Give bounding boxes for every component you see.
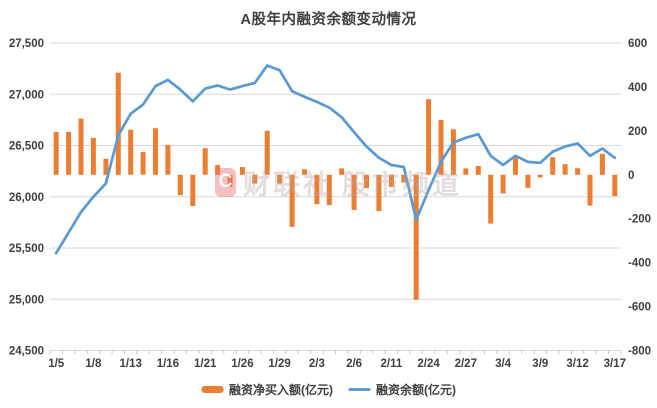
x-axis-label: 1/21	[194, 358, 217, 370]
net-buy-bars	[53, 72, 618, 300]
x-axis-label: 2/3	[309, 358, 325, 370]
y-axis-right-labels: 600 400 200 0 -200 -400 -600 -800	[628, 38, 651, 358]
net-buy-bar	[103, 158, 109, 175]
net-buy-bar	[277, 174, 283, 184]
net-buy-bar	[351, 174, 357, 210]
bar-series-swatch	[201, 386, 223, 393]
y-axis-left-labels: 27,500 27,000 26,500 26,000 25,500 25,000 24,5…	[9, 38, 44, 358]
net-buy-bar	[426, 99, 432, 175]
net-buy-bar	[115, 72, 121, 175]
net-buy-bar	[215, 164, 221, 175]
net-buy-bar	[612, 174, 618, 197]
net-buy-bar	[177, 174, 183, 196]
y-axis-left-label: 27,000	[9, 89, 44, 101]
net-buy-bar	[227, 174, 233, 187]
x-axis-label: 2/27	[455, 358, 477, 370]
y-axis-right-label: 0	[628, 170, 634, 182]
net-buy-bar	[599, 153, 605, 175]
x-axis-ticks	[49, 350, 622, 354]
net-buy-bar	[575, 168, 581, 175]
legend-item-net-buy: 融资净买入额(亿元)	[201, 381, 333, 398]
x-axis-label: 2/6	[346, 358, 362, 370]
line-series-swatch	[348, 388, 370, 391]
net-buy-bar	[587, 174, 593, 206]
balance-line	[54, 64, 617, 255]
net-buy-bar	[413, 174, 419, 300]
x-axis-label: 1/13	[120, 358, 142, 370]
y-axis-left-label: 25,500	[9, 243, 44, 255]
y-axis-left-label: 27,500	[9, 38, 44, 50]
x-axis-label: 1/29	[268, 358, 290, 370]
y-axis-left-label: 24,500	[9, 346, 44, 358]
x-axis-label: 2/24	[417, 358, 440, 370]
net-buy-bar	[326, 174, 332, 206]
legend-label-balance: 融资余额(亿元)	[376, 383, 456, 397]
y-axis-right-label: -400	[628, 258, 651, 270]
y-axis-right-label: -200	[628, 214, 651, 226]
net-buy-bar	[239, 167, 245, 175]
net-buy-bar	[289, 174, 295, 227]
net-buy-bar	[388, 174, 394, 187]
net-buy-bar	[450, 129, 456, 175]
net-buy-bar	[153, 128, 158, 175]
net-buy-bar	[190, 174, 196, 206]
net-buy-bar	[78, 118, 84, 175]
y-axis-right-label: -800	[628, 346, 651, 358]
y-axis-left-label: 26,500	[9, 141, 44, 153]
net-buy-bar	[537, 174, 543, 178]
net-buy-bar	[550, 157, 556, 175]
x-axis-label: 1/26	[231, 358, 253, 370]
y-axis-right-label: 200	[628, 126, 647, 138]
y-axis-right-label: -600	[628, 302, 651, 314]
x-axis-label: 3/17	[604, 358, 626, 370]
net-buy-bar	[339, 168, 345, 175]
net-buy-bar	[314, 174, 320, 205]
net-buy-bar	[513, 156, 518, 175]
net-buy-bar	[562, 164, 568, 175]
net-buy-bar	[438, 119, 444, 175]
x-axis-label: 3/9	[532, 358, 548, 370]
x-axis-labels: 1/5 1/8 1/13 1/16 1/21 1/26 1/29 2/3 2/6 2/11 2/24…	[48, 358, 626, 370]
net-buy-bar	[475, 166, 481, 175]
net-buy-bar	[90, 137, 96, 175]
y-axis-left-label: 26,000	[9, 192, 44, 204]
legend-label-net-buy: 融资净买入额(亿元)	[229, 383, 333, 397]
net-buy-bar	[128, 129, 134, 175]
net-buy-bar	[401, 174, 407, 183]
net-buy-bar	[376, 174, 382, 211]
net-buy-bar	[202, 148, 208, 175]
legend-item-balance: 融资余额(亿元)	[348, 381, 456, 398]
chart-legend: 融资净买入额(亿元) 融资余额(亿元)	[201, 381, 456, 398]
net-buy-bar	[66, 132, 72, 175]
net-buy-bar	[463, 168, 469, 175]
x-axis-label: 1/5	[48, 358, 65, 370]
y-axis-left-label: 25,000	[9, 294, 44, 306]
net-buy-bar	[500, 174, 506, 194]
net-buy-bar	[525, 174, 531, 188]
x-axis-label: 2/11	[381, 358, 403, 370]
net-buy-bar	[264, 130, 270, 175]
y-axis-right-label: 600	[628, 38, 647, 50]
x-axis-label: 1/16	[157, 358, 179, 370]
x-axis-label: 3/12	[566, 358, 588, 370]
net-buy-bar	[165, 144, 171, 175]
x-axis-label: 1/8	[85, 358, 102, 370]
net-buy-bar	[140, 151, 146, 175]
net-buy-bar	[488, 174, 494, 224]
chart-title: A股年内融资余额变动情况	[240, 12, 417, 28]
x-axis-label: 3/4	[495, 358, 512, 370]
y-axis-right-label: 400	[628, 82, 647, 94]
net-buy-bar	[364, 174, 369, 188]
net-buy-bar	[252, 174, 258, 184]
net-buy-bar	[53, 132, 59, 175]
gridlines	[50, 42, 621, 351]
net-buy-bar	[302, 169, 307, 175]
